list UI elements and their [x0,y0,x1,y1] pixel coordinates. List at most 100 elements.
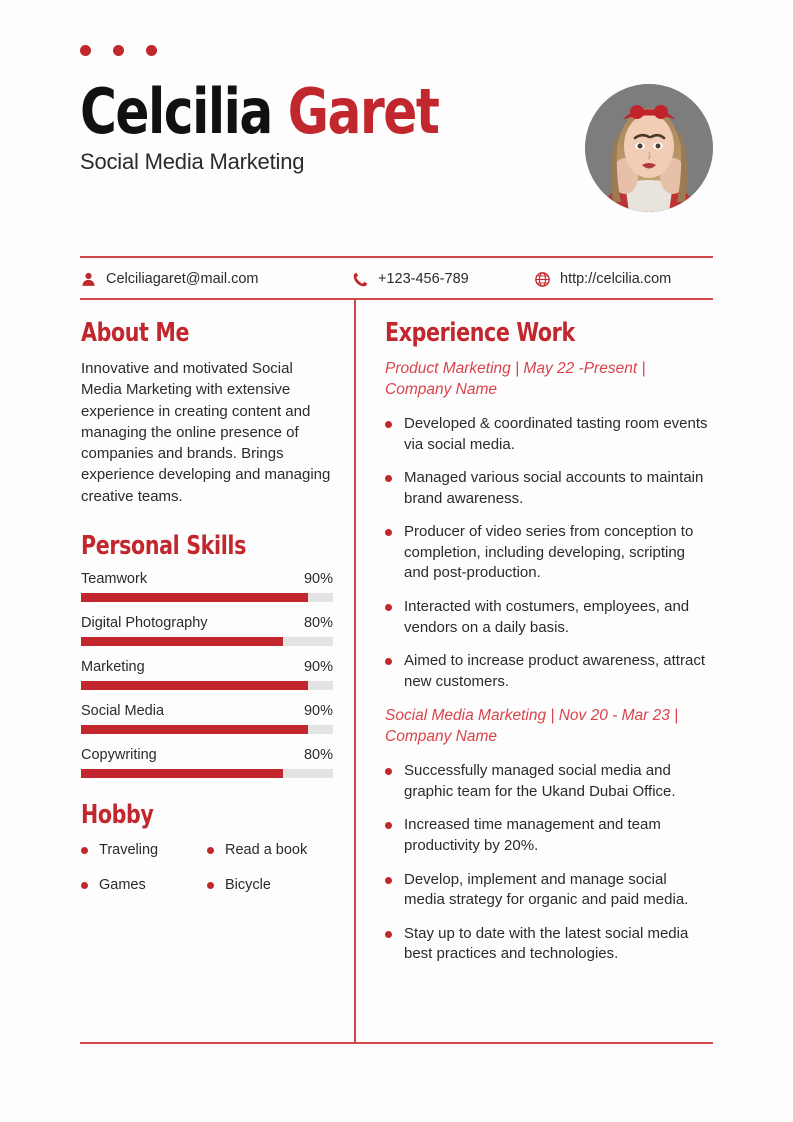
skill-label: Digital Photography [81,615,208,632]
job-bullet-item: Develop, implement and manage social med… [385,870,711,911]
bullet-icon [385,822,392,830]
skill-progress-track [81,725,333,735]
skill-item: Copywriting 80% [81,747,333,779]
left-column: About Me Innovative and motivated Social… [81,318,333,893]
skill-label: Marketing [81,659,145,676]
bullet-icon [385,603,392,611]
skill-progress-track [81,681,333,691]
divider-vertical [354,300,356,1043]
hobby-title: Hobby [81,800,154,831]
contact-phone[interactable]: +123-456-789 [352,271,534,288]
resume-header: Celcilia Garet Social Media Marketing [80,80,713,230]
job-bullet-item: Producer of video series from conception… [385,522,711,584]
contact-email[interactable]: Celciliagaret@mail.com [80,271,352,288]
skill-label: Copywriting [81,747,157,764]
contact-bar: Celciliagaret@mail.com +123-456-789 http… [80,262,713,296]
job-bullet-text: Aimed to increase product awareness, att… [404,652,705,690]
avatar [585,84,713,212]
skill-label: Social Media [81,703,165,720]
hobby-item: Bicycle [207,877,333,893]
skill-progress-fill [81,637,283,647]
job-bullet-text: Successfully managed social media and gr… [404,762,676,800]
contact-website-text: http://celcilia.com [560,271,672,287]
skill-item: Digital Photography 80% [81,615,333,647]
skill-percent: 90% [303,703,333,720]
skill-progress-fill [81,769,283,779]
job-bullet-text: Developed & coordinated tasting room eve… [404,415,708,453]
contact-website[interactable]: http://celcilia.com [534,271,713,288]
globe-icon [535,271,550,287]
hobby-label: Bicycle [225,877,271,894]
job-role-subtitle: Social Media Marketing [80,149,305,175]
job-bullet-item: Aimed to increase product awareness, att… [385,651,711,692]
skill-percent: 80% [303,615,333,632]
skills-section: Personal Skills Teamwork 90% Digital Photo… [81,531,333,779]
job-bullet-text: Interacted with costumers, employees, an… [404,597,690,636]
bullet-icon [385,658,392,666]
job-bullet-text: Stay up to date with the latest social m… [404,924,689,963]
skills-list: Teamwork 90% Digital Photography 80% Marketi… [81,571,333,779]
first-name: Celcilia [80,75,273,148]
job-bullet-item: Successfully managed social media and gr… [385,761,711,802]
bullet-icon [385,876,392,884]
skill-progress-fill [81,681,308,691]
person-icon [82,272,95,286]
skill-progress-track [81,769,333,779]
experience-job: Product Marketing | May 22 -Present | Co… [385,358,711,692]
hobby-section: Hobby Traveling Read a book Games Bicycle [81,800,333,893]
dot-icon [113,45,124,56]
job-bullet-item: Stay up to date with the latest social m… [385,924,711,965]
job-heading: Product Marketing | May 22 -Present | Co… [385,360,646,399]
skill-progress-track [81,637,333,647]
hobby-grid: Traveling Read a book Games Bicycle [81,842,333,893]
divider-bottom [80,1042,713,1044]
about-text: Innovative and motivated Social Media Ma… [81,360,331,505]
experience-title: Experience Work [385,318,575,348]
experience-job: Social Media Marketing | Nov 20 - Mar 23… [385,705,711,965]
bullet-icon [385,421,392,429]
hobby-label: Traveling [99,842,159,859]
about-section: About Me Innovative and motivated Social… [81,318,333,507]
bullet-icon [385,475,392,483]
bullet-icon [81,846,88,854]
skill-percent: 80% [303,747,333,764]
hobby-label: Games [99,877,146,894]
job-bullet-item: Developed & coordinated tasting room eve… [385,414,711,455]
contact-email-text: Celciliagaret@mail.com [106,271,259,287]
hobby-item: Read a book [207,842,333,858]
skill-percent: 90% [303,659,333,676]
bullet-icon [385,930,392,938]
profile-photo-icon [585,84,713,212]
about-title: About Me [81,318,190,348]
skill-progress-track [81,593,333,603]
skill-item: Social Media 90% [81,703,333,735]
skill-item: Marketing 90% [81,659,333,691]
divider-top [80,256,713,258]
job-bullet-item: Interacted with costumers, employees, an… [385,597,711,638]
job-bullet-text: Increased time management and team produ… [404,816,661,854]
job-bullet-text: Develop, implement and manage social med… [404,870,689,909]
skill-progress-fill [81,725,308,735]
job-bullet-list: Successfully managed social media and gr… [385,761,711,964]
decorative-dots [80,45,157,56]
hobby-item: Traveling [81,842,207,858]
skill-progress-fill [81,593,308,603]
phone-icon [353,272,368,286]
bullet-icon [81,881,88,889]
hobby-item: Games [81,877,207,893]
bullet-icon [385,529,392,537]
bullet-icon [207,846,214,854]
bullet-icon [385,768,392,776]
job-bullet-item: Increased time management and team produ… [385,815,711,856]
job-bullet-item: Managed various social accounts to maint… [385,468,711,509]
right-column: Experience Work Product Marketing | May … [385,318,711,978]
skill-item: Teamwork 90% [81,571,333,603]
contact-phone-text: +123-456-789 [378,271,469,287]
skill-label: Teamwork [81,571,148,588]
job-heading: Social Media Marketing | Nov 20 - Mar 23… [385,707,679,746]
hobby-label: Read a book [225,842,308,859]
page-title: Celcilia Garet [80,80,650,143]
job-bullet-text: Producer of video series from conception… [404,523,694,582]
last-name: Garet [287,75,440,148]
job-bullet-list: Developed & coordinated tasting room eve… [385,414,711,692]
